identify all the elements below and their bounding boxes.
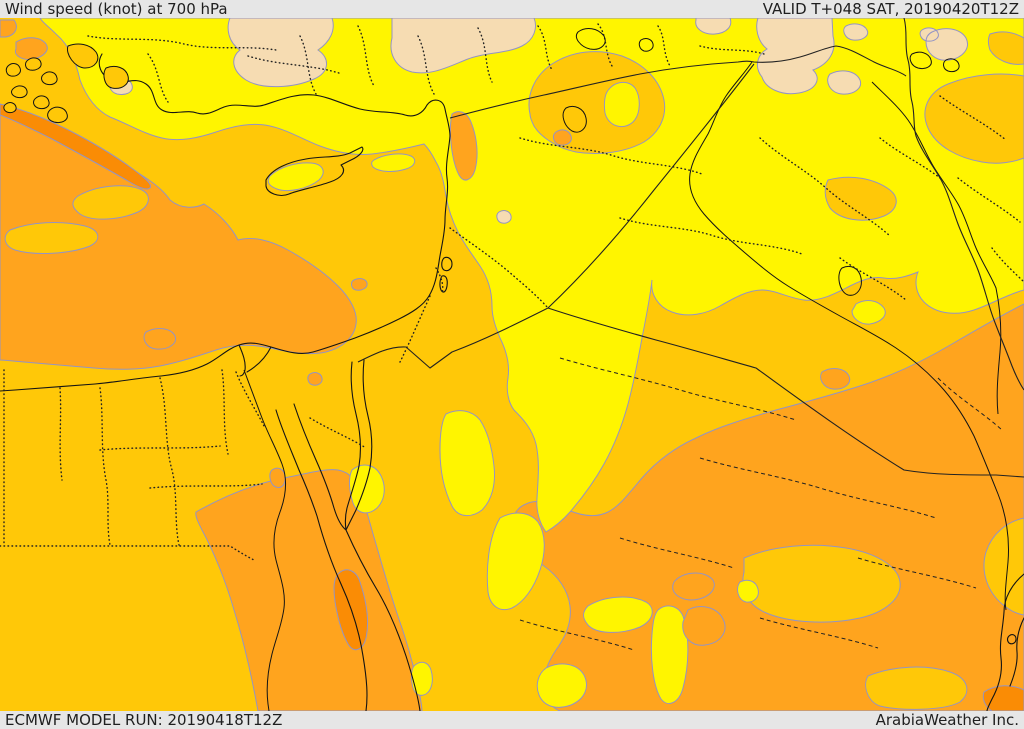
contour-yellow-north-band	[39, 18, 1024, 533]
map-title: Wind speed (knot) at 700 hPa	[5, 0, 228, 18]
euphrates-tigris-rivers	[689, 61, 1009, 611]
model-run-label: ECMWF MODEL RUN: 20190418T12Z	[5, 711, 283, 729]
wind-speed-map	[0, 18, 1024, 711]
gold-patches-on-yellow	[528, 31, 1024, 221]
anatolia-iraq-lakes	[562, 28, 960, 296]
valid-time-label: VALID T+048 SAT, 20190420T12Z	[762, 0, 1019, 18]
aegean-islands	[3, 43, 129, 123]
mediterranean-levant-egypt-coast	[0, 53, 451, 392]
international-borders-solid	[357, 18, 1024, 478]
header-bar: Wind speed (knot) at 700 hPa VALID T+048…	[0, 0, 1024, 18]
yellow-patches	[267, 81, 886, 708]
region-borders-dashed	[519, 357, 1003, 651]
contour-orange-red-sea-arm	[195, 469, 423, 711]
credit-label: ArabiaWeather Inc.	[875, 711, 1019, 729]
gold-lenses-in-orange	[4, 185, 149, 254]
map-canvas	[0, 18, 1024, 711]
red-sea-gulf-coasts	[275, 359, 421, 711]
coastline-layer	[0, 28, 1024, 711]
fill-layer	[0, 18, 1024, 711]
border-layer	[0, 18, 1024, 651]
admin-borders-dotted	[0, 23, 1024, 561]
small-orange-blobs	[0, 19, 851, 646]
persian-gulf-coast	[986, 573, 1024, 711]
footer-bar: ECMWF MODEL RUN: 20190418T12Z ArabiaWeat…	[0, 711, 1024, 729]
gold-holes-in-arabia-orange	[742, 517, 1024, 710]
galilee-dead-sea-coast	[439, 256, 453, 293]
contour-orange-mediterranean	[0, 112, 357, 370]
nile-river	[243, 369, 287, 711]
cyprus-coast	[265, 146, 364, 196]
